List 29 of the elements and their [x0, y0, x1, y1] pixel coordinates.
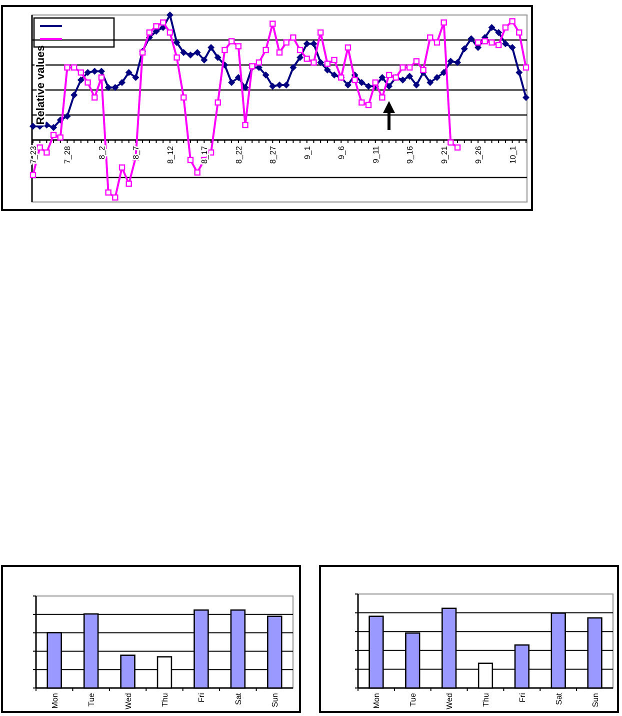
x-tick-label: 8_27 — [268, 145, 278, 164]
x-tick-label: 9_1 — [302, 145, 312, 160]
x-tick-label: 9_6 — [337, 145, 346, 160]
x-tick-label: Tue — [87, 692, 96, 706]
x-tick-label: 9_16 — [406, 145, 415, 164]
x-tick-label: Thu — [160, 693, 170, 707]
x-tick-label: 9_21 — [440, 145, 449, 164]
x-tick-label: 9_26 — [474, 145, 484, 164]
x-tick-label: 10_1 — [508, 145, 518, 164]
x-tick-label: 9_11 — [371, 145, 380, 164]
x-tick-label: 7_28 — [63, 145, 72, 164]
x-tick-label: 8_7 — [132, 145, 141, 160]
x-tick-label: 7_23 — [29, 145, 38, 164]
x-tick-label: Thu — [482, 693, 490, 707]
x-tick-label: Tue — [408, 692, 418, 706]
x-tick-label: Mon — [372, 693, 382, 709]
x-tick-label: 8_2 — [97, 145, 106, 160]
x-tick-label: Fri — [197, 692, 206, 702]
x-tick-label: Wed — [124, 693, 133, 710]
x-tick-label: Sun — [270, 693, 280, 708]
x-tick-label: Mon — [50, 693, 60, 709]
x-tick-label: Wed — [445, 693, 454, 710]
x-tick-label: Sun — [590, 693, 600, 708]
x-tick-label: Sat — [234, 692, 243, 706]
x-tick-label: 8_12 — [166, 145, 175, 164]
x-tick-label: Fri — [518, 692, 527, 702]
x-tick-label: 8_17 — [200, 145, 210, 164]
x-tick-label: Sat — [554, 692, 564, 706]
x-tick-label: 8_22 — [234, 145, 244, 164]
